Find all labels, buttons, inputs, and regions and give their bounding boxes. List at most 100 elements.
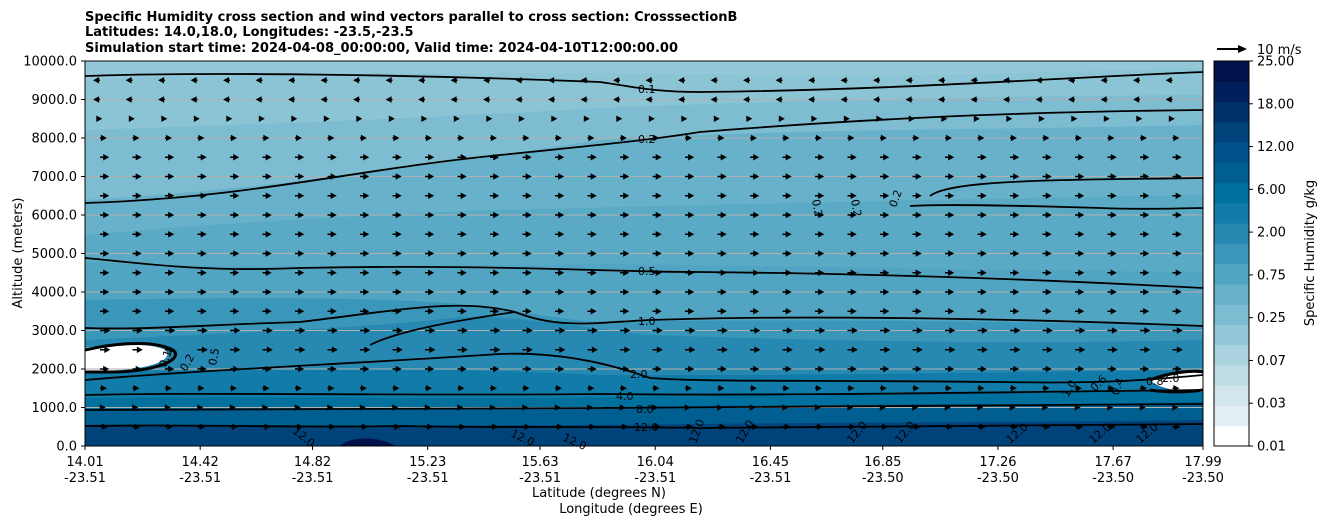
wind-vector [1107,154,1117,161]
colorbar-swatch [1214,344,1249,366]
wind-vector [359,404,366,411]
wind-vector [815,269,825,276]
wind-vector [750,346,761,353]
wind-vector [425,154,435,161]
colorbar-swatch [1214,385,1249,407]
wind-vector [912,404,919,411]
wind-vector [652,250,662,257]
wind-vector [327,134,335,142]
wind-vector [782,231,792,238]
wind-vector [880,346,891,353]
wind-vector [587,404,594,411]
wind-vector [685,327,696,334]
x-tick-label-lat: 14.82 [294,455,331,470]
wind-vector [1172,365,1182,373]
wind-vector [645,96,653,103]
wind-vector [295,154,305,161]
wind-vector [620,423,629,430]
wind-vector [489,404,496,411]
wind-vector [1107,404,1114,411]
wind-vector [555,269,565,276]
wind-vector [750,308,760,315]
wind-vector [782,385,790,392]
wind-vector [295,269,305,276]
wind-vector [717,385,725,392]
contour-8.0 [85,403,1203,411]
wind-vector [132,134,140,142]
wind-vector [165,250,175,257]
wind-vector [815,423,824,430]
wind-vector [1140,154,1150,161]
wind-vector [1140,385,1147,392]
wind-vector [490,423,499,430]
wind-vector [418,96,425,103]
wind-vector [1075,134,1082,142]
wind-vector [811,115,818,122]
contour-label: 2.0 [1162,372,1180,385]
wind-vector [717,327,728,334]
wind-vector [197,192,207,199]
wind-vector [295,423,304,430]
wind-vector [100,423,109,430]
wind-vector [165,211,175,219]
wind-vector [652,404,659,411]
wind-vector [685,134,692,142]
wind-vector [1042,346,1053,353]
wind-vector [522,250,532,257]
wind-vector [425,231,435,238]
wind-vector [190,77,198,84]
wind-vector [880,192,890,199]
wind-vector [490,385,497,392]
wind-vector [100,346,111,353]
wind-vector [847,346,858,353]
wind-vector [164,404,171,411]
wind-vector [1107,192,1117,199]
wind-vector [226,115,233,122]
colorbar-frame [1213,60,1250,447]
wind-vector [262,211,272,219]
wind-vector [815,327,826,334]
wind-vector [295,211,305,219]
wind-vector [320,77,328,84]
contour-label: 0.4 [1109,376,1127,397]
wind-vector [684,404,691,411]
contour-label: 12.0 [634,421,659,434]
wind-vector [262,231,272,238]
wind-vector [905,96,913,103]
wind-vector [815,231,825,238]
contour-label: 1.0 [638,315,656,328]
wind-vector [1010,231,1020,238]
wind-vector [327,250,337,257]
contour-label: 4.0 [616,390,634,403]
wind-vector [255,77,263,84]
wind-vector [945,365,955,373]
wind-vector [392,173,402,180]
humidity-field [85,61,1203,446]
wind-vector [1140,192,1150,199]
wind-vector [977,346,988,353]
wind-vector [648,115,655,122]
moist-patch [340,438,395,446]
wind-vector [425,327,436,334]
contour-label: 0.8 [1146,375,1164,388]
x-tick-label-lon: -23.51 [519,471,561,486]
colorbar-swatch [1214,162,1249,184]
wind-vector [295,288,305,296]
wind-vector [652,308,662,315]
wind-vector [457,192,467,199]
wind-vector [1042,423,1051,430]
wind-vector [262,327,273,334]
wind-vector [522,211,532,219]
wind-vector [197,404,204,411]
wind-vector [945,423,954,430]
wind-vector [1075,250,1085,257]
wind-vector [587,365,597,373]
wind-vector [197,231,207,238]
wind-vector [847,269,857,276]
wind-vector [880,134,887,142]
wind-vector [223,96,230,103]
wind-vector [620,154,630,161]
wind-vector [678,77,685,84]
wind-vector [1010,327,1021,334]
wind-vector [262,173,272,180]
